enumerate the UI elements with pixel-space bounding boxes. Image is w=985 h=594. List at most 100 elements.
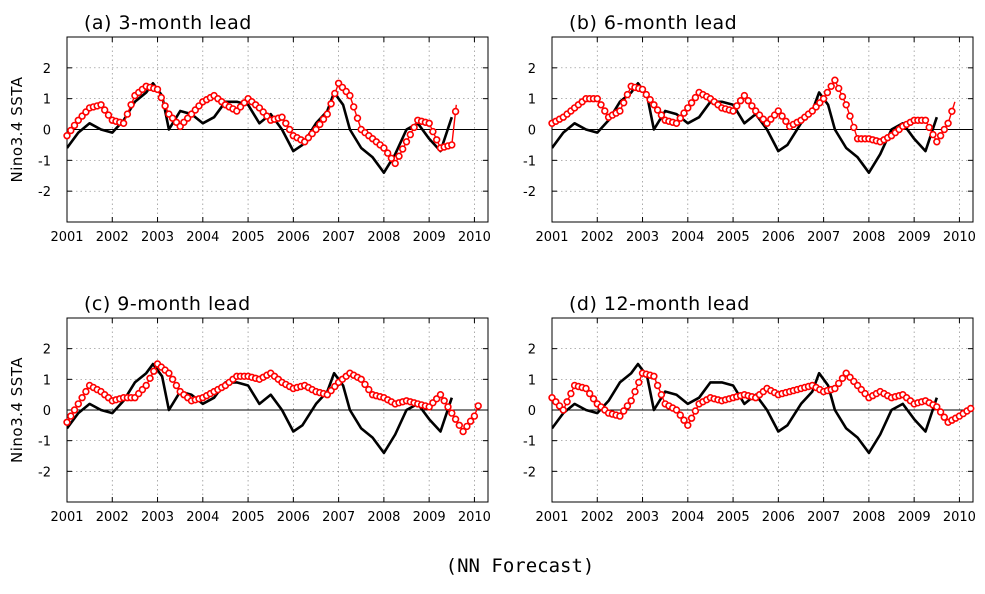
- forecast-point: [127, 101, 135, 109]
- forecast-point: [646, 95, 654, 104]
- forecast-point: [474, 402, 482, 410]
- x-tick-label: 2004: [671, 230, 704, 245]
- forecast-point: [361, 380, 369, 389]
- forecast-point: [653, 381, 662, 390]
- forecast-point: [936, 408, 945, 416]
- x-tick-label: 2003: [141, 230, 174, 245]
- x-tick-label: 2001: [50, 230, 83, 245]
- forecast-point: [425, 119, 433, 128]
- forecast-point: [650, 101, 658, 109]
- forecast-point: [100, 106, 109, 114]
- y-tick-label: -2: [523, 465, 536, 480]
- forecast-point: [391, 159, 399, 168]
- forecast-point: [82, 387, 90, 396]
- forecast-point: [323, 110, 331, 118]
- forecast-point: [676, 411, 684, 419]
- forecast-point: [150, 367, 158, 375]
- x-tick-label: 2002: [581, 510, 614, 525]
- forecast-point: [429, 127, 437, 136]
- forecast-point: [466, 417, 475, 425]
- forecast-point: [399, 145, 407, 153]
- panel-title-a: (a) 3-month lead: [84, 12, 252, 34]
- forecast-point: [451, 107, 460, 116]
- forecast-point: [834, 379, 843, 388]
- y-tick-label: 2: [528, 343, 536, 358]
- x-tick-label: 2009: [413, 230, 446, 245]
- x-tick-label: 2007: [807, 230, 840, 245]
- forecast-point: [142, 381, 150, 390]
- forecast-point: [365, 385, 373, 394]
- forecast-point: [680, 109, 688, 117]
- y-tick-label: 0: [528, 124, 536, 139]
- forecast-point: [657, 391, 666, 399]
- forecast-point: [316, 120, 324, 129]
- forecast-point: [319, 115, 328, 123]
- forecast-point: [642, 90, 650, 99]
- x-tick-label: 2005: [717, 230, 750, 245]
- forecast-point: [936, 132, 945, 140]
- x-tick-label: 2010: [458, 510, 491, 525]
- forecast-point: [593, 94, 601, 103]
- forecast-point: [819, 94, 828, 103]
- forecast-point: [74, 400, 83, 408]
- forecast-point: [67, 412, 75, 420]
- forecast-point: [684, 421, 692, 429]
- forecast-point: [146, 374, 154, 382]
- x-tick-label: 2005: [232, 230, 265, 245]
- x-tick-label: 2004: [186, 510, 219, 525]
- forecast-point: [691, 407, 700, 415]
- x-tick-label: 2004: [671, 510, 704, 525]
- forecast-point: [582, 384, 590, 393]
- forecast-point: [687, 99, 696, 107]
- forecast-point: [616, 412, 624, 420]
- forecast-point: [838, 92, 847, 101]
- forecast-point: [638, 85, 647, 94]
- forecast-point: [627, 397, 635, 405]
- y-tick-label: 1: [43, 373, 51, 388]
- y-tick-label: -1: [38, 154, 51, 169]
- forecast-point: [676, 114, 684, 122]
- x-tick-label: 2009: [413, 510, 446, 525]
- x-tick-label: 2003: [626, 510, 659, 525]
- y-tick-label: -1: [523, 154, 536, 169]
- x-tick-label: 2001: [50, 510, 83, 525]
- forecast-point: [78, 394, 86, 402]
- forecast-point: [104, 111, 113, 119]
- forecast-point: [846, 112, 854, 120]
- x-tick-label: 2010: [458, 230, 491, 245]
- observed-series-line: [552, 82, 939, 174]
- forecast-point: [444, 403, 452, 411]
- forecast-point: [433, 136, 441, 144]
- forecast-point: [353, 114, 362, 122]
- forecast-point: [838, 374, 847, 382]
- x-tick-label: 2008: [367, 230, 400, 245]
- x-tick-label: 2006: [762, 230, 795, 245]
- panel-d: 2001 2002 2003 2004 2005 2006 2007 2008 2009 2010…: [523, 293, 976, 525]
- y-axis-label: Nino3.4 SSTA: [8, 76, 26, 182]
- forecast-point: [778, 112, 786, 120]
- forecast-point: [944, 119, 952, 128]
- forecast-point: [350, 103, 358, 111]
- forecast-point: [168, 375, 177, 383]
- y-tick-label: 0: [43, 404, 51, 419]
- forecast-point: [357, 375, 365, 383]
- forecast-point: [744, 96, 752, 105]
- panel-b: 2001 2002 2003 2004 2005 2006 2007 2008 2009 2010…: [523, 12, 976, 245]
- forecast-point: [70, 406, 79, 414]
- forecast-point: [470, 412, 479, 420]
- forecast-point: [601, 107, 609, 115]
- forecast-point: [631, 387, 639, 396]
- y-tick-label: 2: [43, 62, 51, 77]
- forecast-point: [782, 117, 790, 126]
- forecast-point: [327, 100, 335, 108]
- x-tick-label: 2007: [322, 510, 355, 525]
- forecast-point: [63, 132, 71, 140]
- forecast-point: [650, 372, 658, 380]
- forecast-point: [395, 152, 403, 160]
- forecast-point: [619, 407, 628, 415]
- y-tick-label: 2: [43, 343, 51, 358]
- x-tick-label: 2006: [277, 230, 310, 245]
- forecast-point: [748, 102, 756, 110]
- x-tick-label: 2010: [943, 230, 976, 245]
